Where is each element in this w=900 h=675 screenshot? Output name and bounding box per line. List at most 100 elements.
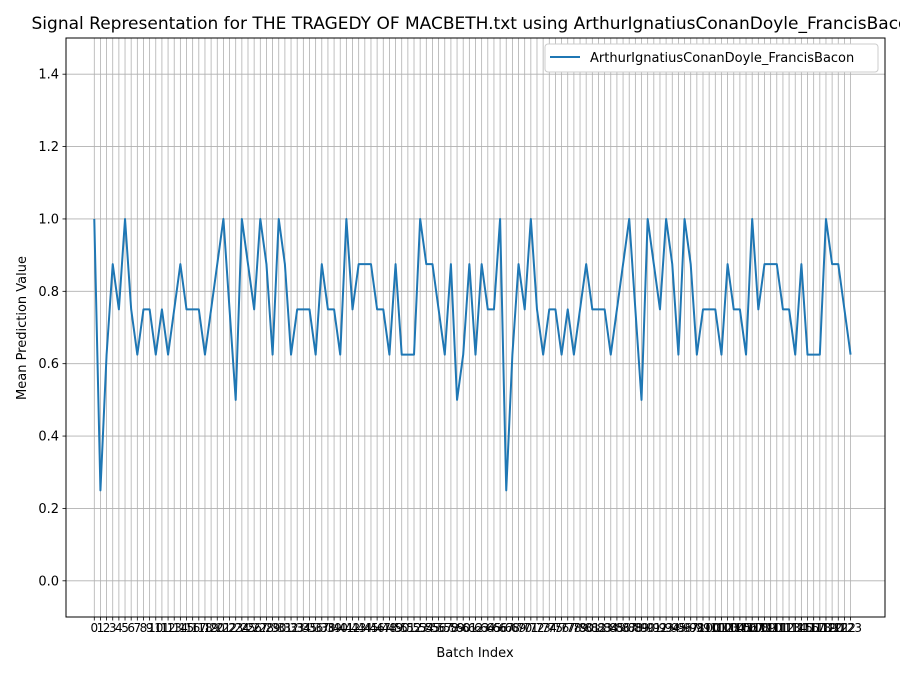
data-point bbox=[456, 399, 457, 400]
data-point bbox=[346, 218, 347, 219]
data-point bbox=[745, 354, 746, 355]
data-point bbox=[204, 354, 205, 355]
data-point bbox=[727, 264, 728, 265]
x-tick-label: 59 bbox=[449, 621, 464, 635]
x-tick-label: 96 bbox=[677, 621, 692, 635]
series-layer bbox=[93, 217, 852, 492]
data-point bbox=[383, 309, 384, 310]
data-point bbox=[659, 309, 660, 310]
data-point bbox=[678, 354, 679, 355]
x-tick-label: 21 bbox=[216, 621, 231, 635]
chart-title: Signal Representation for THE TRAGEDY OF… bbox=[32, 14, 900, 34]
data-point bbox=[229, 309, 230, 310]
x-tick-label: 97 bbox=[683, 621, 698, 635]
x-tick-label: 119 bbox=[815, 621, 838, 635]
x-tick-label: 12 bbox=[160, 621, 175, 635]
x-tick-label: 81 bbox=[585, 621, 600, 635]
x-tick-label: 26 bbox=[247, 621, 262, 635]
x-tick-label: 29 bbox=[265, 621, 280, 635]
x-tick-label: 14 bbox=[173, 621, 188, 635]
data-point bbox=[604, 309, 605, 310]
x-tick-label: 34 bbox=[296, 621, 311, 635]
data-point bbox=[333, 309, 334, 310]
x-tick-label: 74 bbox=[542, 621, 557, 635]
data-point bbox=[186, 309, 187, 310]
data-point bbox=[112, 264, 113, 265]
data-point bbox=[788, 309, 789, 310]
data-point bbox=[825, 218, 826, 219]
x-tick-label: 57 bbox=[437, 621, 452, 635]
x-tick-label: 62 bbox=[468, 621, 483, 635]
x-tick-label: 91 bbox=[646, 621, 661, 635]
x-tick-label: 5 bbox=[121, 621, 129, 635]
x-tick-label: 99 bbox=[695, 621, 710, 635]
x-tick-label: 35 bbox=[302, 621, 317, 635]
data-point bbox=[481, 264, 482, 265]
data-point bbox=[629, 218, 630, 219]
data-point bbox=[752, 218, 753, 219]
data-point bbox=[635, 309, 636, 310]
data-point bbox=[764, 264, 765, 265]
x-tick-label: 4 bbox=[115, 621, 123, 635]
data-point bbox=[413, 354, 414, 355]
data-point bbox=[573, 354, 574, 355]
x-tick-label: 41 bbox=[339, 621, 354, 635]
data-point bbox=[358, 264, 359, 265]
x-tick-label: 42 bbox=[345, 621, 360, 635]
data-point bbox=[641, 399, 642, 400]
data-point bbox=[801, 264, 802, 265]
data-point bbox=[340, 354, 341, 355]
x-axis-label: Batch Index bbox=[436, 646, 514, 661]
x-tick-label: 11 bbox=[154, 621, 169, 635]
x-tick-label: 105 bbox=[728, 621, 751, 635]
x-tick-label: 0 bbox=[90, 621, 98, 635]
data-point bbox=[598, 309, 599, 310]
data-point bbox=[733, 309, 734, 310]
data-point bbox=[303, 309, 304, 310]
y-tick-label: 1.0 bbox=[38, 212, 59, 227]
x-tick-label: 104 bbox=[722, 621, 745, 635]
x-tick-label: 92 bbox=[652, 621, 667, 635]
data-point bbox=[530, 218, 531, 219]
x-tick-label: 95 bbox=[671, 621, 686, 635]
x-tick-label: 50 bbox=[394, 621, 409, 635]
x-tick-label: 67 bbox=[499, 621, 514, 635]
y-tick-label: 0.6 bbox=[38, 357, 59, 372]
data-point bbox=[395, 264, 396, 265]
x-tick-label: 10 bbox=[148, 621, 163, 635]
data-point bbox=[475, 354, 476, 355]
data-point bbox=[776, 264, 777, 265]
data-point bbox=[567, 309, 568, 310]
x-tick-label: 64 bbox=[480, 621, 495, 635]
x-tick-label: 30 bbox=[271, 621, 286, 635]
data-point bbox=[592, 309, 593, 310]
x-tick-label: 6 bbox=[127, 621, 135, 635]
data-point bbox=[327, 309, 328, 310]
x-tick-label: 70 bbox=[517, 621, 532, 635]
x-tick-label: 31 bbox=[277, 621, 292, 635]
data-point bbox=[721, 354, 722, 355]
grid-lines bbox=[66, 38, 885, 617]
data-point bbox=[290, 354, 291, 355]
x-tick-label: 46 bbox=[369, 621, 384, 635]
x-tick-label: 33 bbox=[290, 621, 305, 635]
x-tick-label: 107 bbox=[741, 621, 764, 635]
y-tick-label: 1.2 bbox=[38, 140, 59, 155]
x-tick-label: 1 bbox=[97, 621, 105, 635]
x-tick-label: 102 bbox=[710, 621, 733, 635]
data-point bbox=[370, 264, 371, 265]
data-point bbox=[321, 264, 322, 265]
x-tick-label: 61 bbox=[462, 621, 477, 635]
data-point bbox=[211, 309, 212, 310]
x-tick-label: 113 bbox=[778, 621, 801, 635]
x-tick-label: 79 bbox=[572, 621, 587, 635]
data-point bbox=[499, 218, 500, 219]
data-point bbox=[118, 309, 119, 310]
x-tick-label: 77 bbox=[560, 621, 575, 635]
data-point bbox=[758, 309, 759, 310]
x-tick-label: 111 bbox=[765, 621, 788, 635]
x-tick-label: 27 bbox=[253, 621, 268, 635]
x-tick-label: 28 bbox=[259, 621, 274, 635]
data-point bbox=[284, 264, 285, 265]
x-tick-label: 75 bbox=[548, 621, 563, 635]
